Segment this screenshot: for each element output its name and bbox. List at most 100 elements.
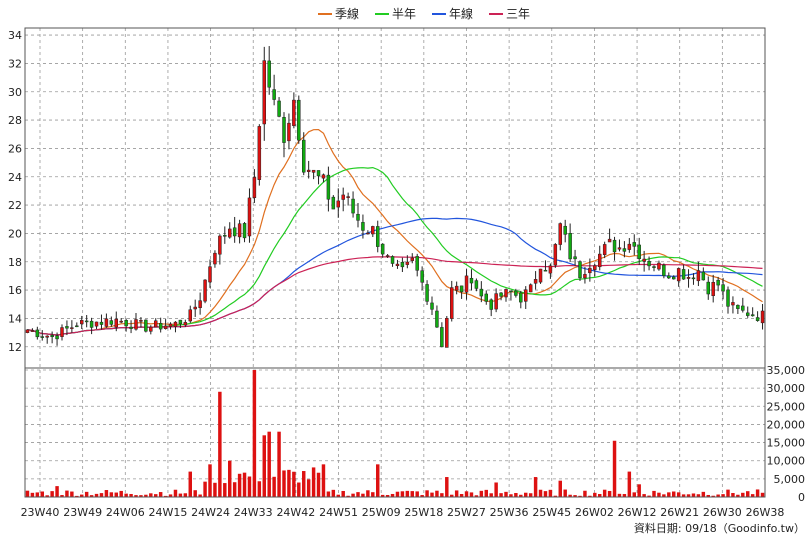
candle-body bbox=[588, 267, 592, 274]
volume-tick-label: 0 bbox=[798, 491, 805, 504]
volume-bar bbox=[124, 493, 128, 497]
candle bbox=[578, 260, 582, 282]
candle bbox=[302, 132, 306, 176]
price-tick-label: 32 bbox=[8, 57, 22, 70]
legend-item-3: 三年 bbox=[489, 7, 530, 21]
volume-bar bbox=[632, 492, 636, 497]
volume-bar bbox=[741, 492, 745, 497]
candle-body bbox=[450, 287, 454, 319]
x-tick-label: 23W40 bbox=[21, 506, 60, 519]
volume-bar bbox=[223, 483, 227, 497]
candle-body bbox=[75, 325, 79, 328]
candle-body bbox=[380, 243, 385, 255]
candle-body bbox=[612, 239, 617, 253]
candle bbox=[50, 331, 54, 344]
candle bbox=[114, 311, 118, 332]
candle bbox=[400, 257, 405, 273]
volume-tick-label: 20,000 bbox=[767, 418, 806, 431]
candle-body bbox=[302, 139, 306, 173]
candle-body bbox=[598, 253, 602, 268]
candle-body bbox=[548, 265, 553, 274]
volume-bar bbox=[65, 490, 69, 497]
candle bbox=[178, 319, 183, 328]
volume-bar bbox=[75, 495, 79, 497]
volume-bar bbox=[208, 464, 212, 497]
candle bbox=[94, 321, 99, 330]
x-tick-label: 24W24 bbox=[191, 506, 230, 519]
candle bbox=[627, 238, 632, 253]
candle bbox=[701, 267, 706, 281]
candle bbox=[228, 222, 232, 239]
x-tick-label: 24W06 bbox=[106, 506, 145, 519]
candle bbox=[593, 263, 597, 277]
candle-body bbox=[425, 284, 429, 302]
volume-bar bbox=[228, 460, 232, 497]
candle bbox=[731, 296, 735, 314]
chart-legend: 季線 半年 年線 三年 bbox=[318, 6, 530, 21]
volume-bar bbox=[716, 494, 720, 497]
volume-bar bbox=[662, 494, 666, 497]
volume-bar bbox=[509, 494, 513, 497]
volume-bar bbox=[706, 494, 710, 497]
candle-body bbox=[252, 177, 257, 198]
candle bbox=[149, 325, 153, 335]
volume-bar bbox=[405, 490, 410, 497]
candle bbox=[104, 313, 109, 328]
volume-bar bbox=[218, 391, 222, 497]
candle bbox=[277, 97, 281, 118]
candle-body bbox=[627, 243, 632, 250]
candle bbox=[168, 322, 173, 330]
candle-body bbox=[400, 262, 405, 268]
candle-body bbox=[519, 292, 523, 303]
volume-bar bbox=[583, 490, 587, 497]
candle-body bbox=[183, 322, 188, 326]
candle bbox=[376, 220, 380, 253]
candle-body bbox=[746, 312, 750, 316]
volume-bar bbox=[242, 472, 247, 497]
volume-bars bbox=[25, 370, 765, 497]
candle bbox=[65, 320, 69, 336]
candle-body bbox=[232, 227, 237, 237]
candle-body bbox=[583, 274, 587, 279]
candle-body bbox=[84, 320, 89, 323]
volume-bar bbox=[755, 489, 760, 497]
volume-bar bbox=[519, 494, 523, 497]
candle bbox=[484, 290, 488, 305]
x-tick-label: 25W18 bbox=[404, 506, 443, 519]
volume-bar bbox=[139, 495, 143, 497]
candle bbox=[390, 255, 395, 267]
candle-body bbox=[553, 244, 558, 266]
volume-bar bbox=[70, 491, 74, 497]
candle-body bbox=[89, 320, 94, 328]
volume-bar bbox=[104, 490, 109, 497]
volume-bar bbox=[489, 493, 493, 497]
candle bbox=[119, 318, 123, 324]
candle bbox=[321, 173, 326, 183]
volume-bar bbox=[380, 494, 385, 497]
volume-panel-frame bbox=[24, 367, 766, 498]
candle bbox=[514, 288, 518, 298]
candle-body bbox=[361, 222, 365, 231]
candle bbox=[445, 316, 449, 348]
candle bbox=[306, 160, 311, 179]
volume-bar bbox=[676, 492, 681, 497]
candle bbox=[736, 304, 740, 314]
volume-bar bbox=[89, 495, 94, 497]
candle bbox=[40, 330, 44, 341]
candle bbox=[494, 288, 498, 313]
volume-bar bbox=[292, 471, 296, 497]
candle-body bbox=[272, 89, 276, 100]
candle-body bbox=[193, 306, 197, 310]
volume-bar bbox=[30, 492, 35, 497]
candle-body bbox=[163, 325, 168, 330]
volume-bar bbox=[548, 489, 553, 497]
volume-bar bbox=[252, 370, 257, 497]
volume-bar bbox=[667, 492, 671, 497]
candle bbox=[415, 253, 419, 277]
legend-label: 半年 bbox=[392, 7, 416, 21]
candle-body bbox=[134, 319, 138, 330]
candle bbox=[558, 222, 562, 251]
volume-bar bbox=[484, 489, 488, 497]
volume-bar bbox=[454, 490, 459, 497]
